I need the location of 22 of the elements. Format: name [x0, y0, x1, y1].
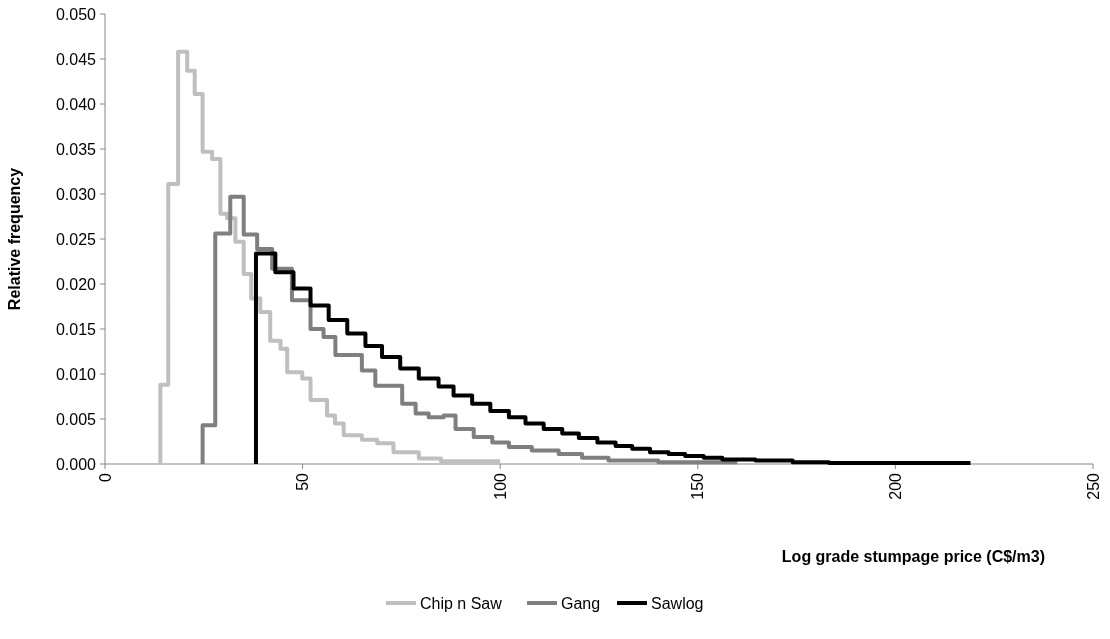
y-tick-label: 0.010	[55, 365, 97, 383]
x-tick-label: 150	[689, 472, 707, 500]
y-tick-label: 0.045	[55, 50, 97, 68]
y-tick-label: 0.030	[55, 185, 97, 203]
x-tick-label: 250	[1084, 472, 1102, 500]
y-tick-label: 0.035	[55, 140, 97, 158]
y-tick-label: 0.040	[55, 95, 97, 113]
y-tick-label: 0.000	[55, 455, 97, 473]
legend-label: Gang	[561, 594, 601, 612]
y-axis-title: Relative frequency	[6, 167, 23, 311]
legend-label: Chip n Saw	[420, 594, 503, 612]
y-tick-label: 0.015	[55, 320, 97, 338]
legend-label: Sawlog	[651, 594, 704, 612]
y-tick-label: 0.050	[55, 5, 97, 23]
y-tick-label: 0.020	[55, 275, 97, 293]
y-tick-label: 0.005	[55, 410, 97, 428]
x-axis-title: Log grade stumpage price (C$/m3)	[781, 548, 1045, 565]
x-tick-label: 200	[887, 472, 904, 500]
x-tick-label: 0	[96, 472, 114, 482]
x-tick-label: 50	[294, 472, 312, 491]
x-tick-label: 100	[491, 472, 509, 500]
y-tick-label: 0.025	[55, 230, 97, 248]
